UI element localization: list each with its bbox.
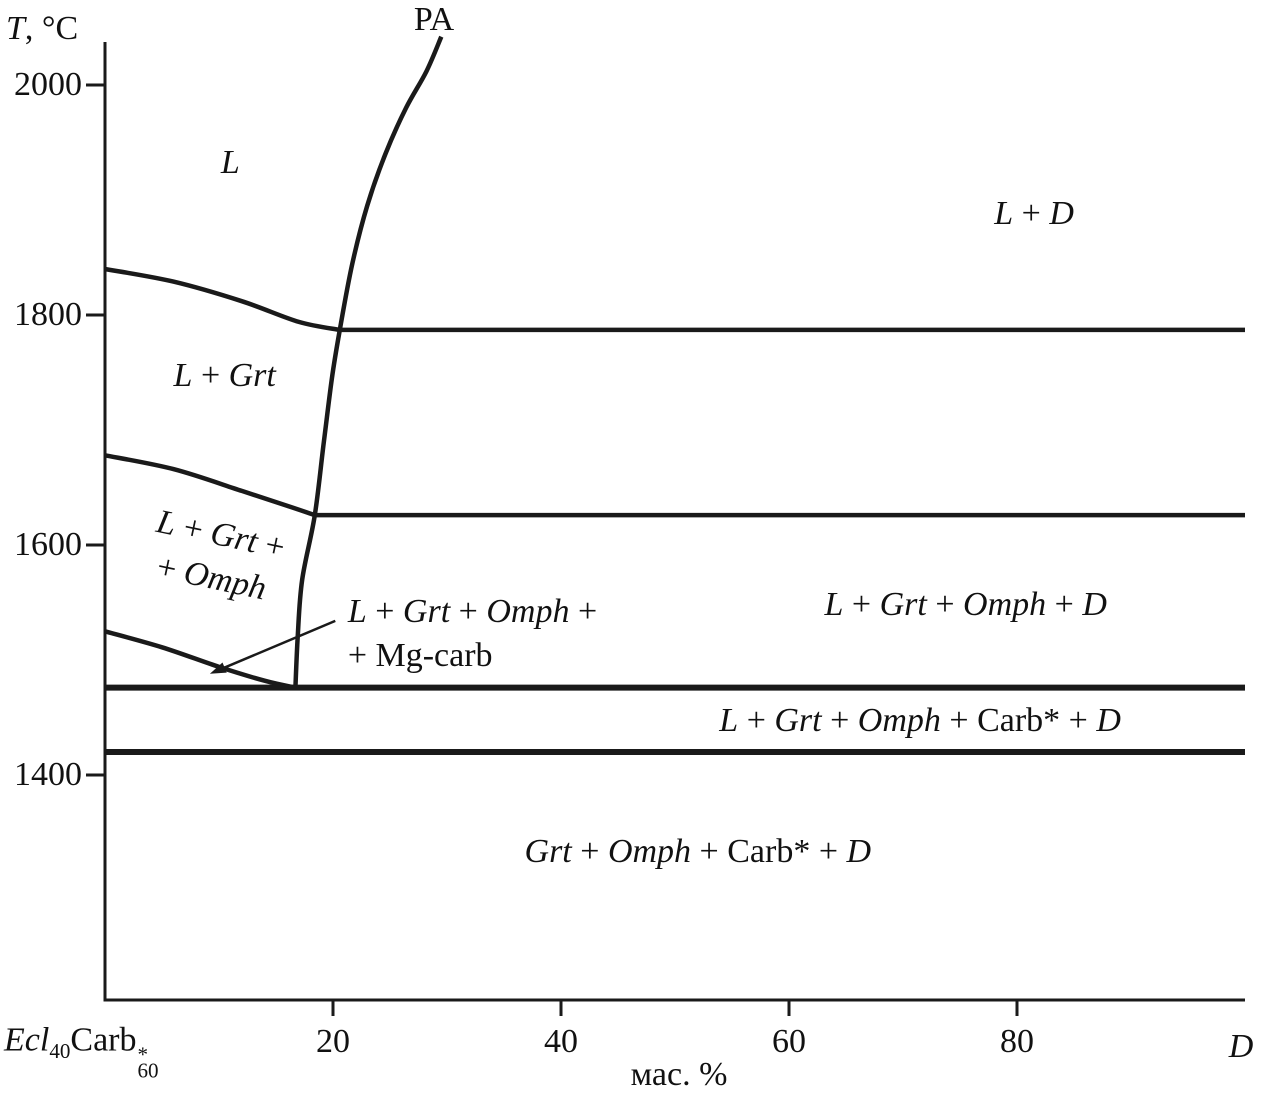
axes	[103, 42, 1245, 1002]
annotation-arrow-line	[224, 619, 336, 669]
y-axis-variable: T	[6, 9, 25, 47]
region-label-l-grt-omph-d: L + Grt + Omph + D	[824, 585, 1107, 623]
boundary-l-grt-omph-mgcarb	[104, 629, 296, 690]
pa-curve-label: PA	[413, 0, 455, 38]
x-axis-left-end-label: Ecl40Carb * 60	[4, 1018, 159, 1083]
region-label-l-grt-omph-carb-d: L + Grt + Omph + Carb* + D	[719, 701, 1121, 739]
boundary-liquidus-l-grt	[104, 266, 341, 333]
x-tick-label-80: 80	[1000, 1022, 1034, 1060]
boundary-pa-univariant-curve	[293, 35, 444, 688]
carb-superscript: *	[137, 1041, 149, 1066]
x-axis-title: мас. %	[630, 1055, 728, 1093]
x-tick-label-40: 40	[544, 1022, 578, 1060]
region-label-l-grt: L + Grt	[173, 356, 276, 394]
carb-supsub: * 60	[137, 1041, 159, 1083]
y-axis-unit: , °C	[24, 9, 79, 47]
boundary-l-grt-omph-upper	[104, 453, 316, 518]
carb-symbol: Carb	[70, 1021, 137, 1059]
region-label-grt-omph-carb-d: Grt + Omph + Carb* + D	[524, 832, 872, 870]
ecl-symbol: Ecl	[4, 1021, 50, 1059]
y-axis-title: T, °C	[6, 7, 78, 51]
x-tick-label-20: 20	[316, 1022, 350, 1060]
x-tick-label-60: 60	[772, 1022, 806, 1060]
region-label-l: L	[220, 144, 240, 182]
carb-subscript: 60	[137, 1058, 159, 1083]
annotation-arrow-head	[209, 662, 227, 674]
y-tick-label-1600: 1600	[14, 525, 82, 563]
y-tick-label-1800: 1800	[14, 295, 82, 333]
x-axis-right-end-label: D	[1228, 1027, 1254, 1065]
region-label-l-d: L + D	[994, 194, 1074, 232]
y-tick-label-2000: 2000	[14, 65, 82, 103]
ecl-subscript: 40	[49, 1039, 71, 1064]
y-tick-label-1400: 1400	[14, 755, 82, 793]
annotation-label-mg-carb: L + Grt + Omph + + Mg-carb	[347, 592, 598, 674]
